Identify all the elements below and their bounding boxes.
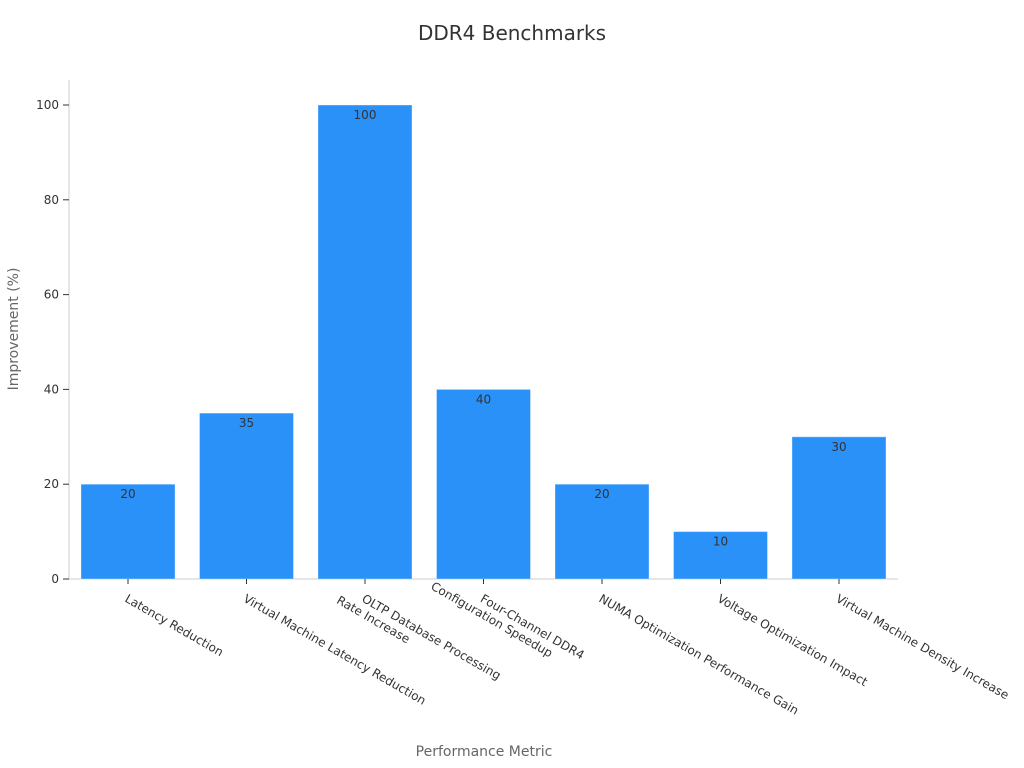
bar-value-label: 30 [831, 440, 846, 454]
x-tick-label: OLTP Database ProcessingRate Increase [334, 581, 503, 695]
bar-value-label: 100 [354, 108, 377, 122]
bar-value-label: 20 [120, 487, 135, 501]
bar [554, 483, 650, 580]
x-axis-label: Performance Metric [416, 744, 553, 760]
bar [317, 104, 413, 580]
bar [791, 436, 887, 580]
x-ticks: Latency Reduction Virtual Machine Latency… [123, 567, 1011, 718]
y-tick-label: 80 [44, 193, 59, 207]
bar [673, 531, 768, 580]
x-tick-label: Latency Reduction [123, 591, 226, 659]
bar-value-label: 35 [239, 416, 254, 430]
x-tick-label: Virtual Machine Latency Reduction [241, 591, 428, 707]
y-tick-label: 40 [44, 382, 59, 396]
y-tick-label: 60 [44, 288, 59, 302]
bar-value-label: 10 [713, 535, 728, 549]
y-ticks: 0 20 40 60 80 100 [36, 98, 69, 586]
bar [436, 388, 531, 580]
bars [80, 104, 887, 580]
bar [80, 483, 176, 580]
bar-value-label: 20 [594, 487, 609, 501]
y-tick-label: 100 [36, 98, 59, 112]
x-tick-label: Four-Channel DDR4Configuration Speedup [429, 567, 587, 674]
bar [199, 412, 294, 580]
x-tick-label: NUMA Optimization Performance Gain [597, 591, 802, 717]
bar-labels: 20 35 100 40 20 10 30 [120, 108, 846, 549]
y-axis-label: Improvement (%) [6, 268, 22, 391]
y-tick-label: 0 [51, 572, 59, 586]
y-tick-label: 20 [44, 477, 59, 491]
bar-value-label: 40 [476, 392, 491, 406]
chart-title: DDR4 Benchmarks [418, 21, 606, 45]
